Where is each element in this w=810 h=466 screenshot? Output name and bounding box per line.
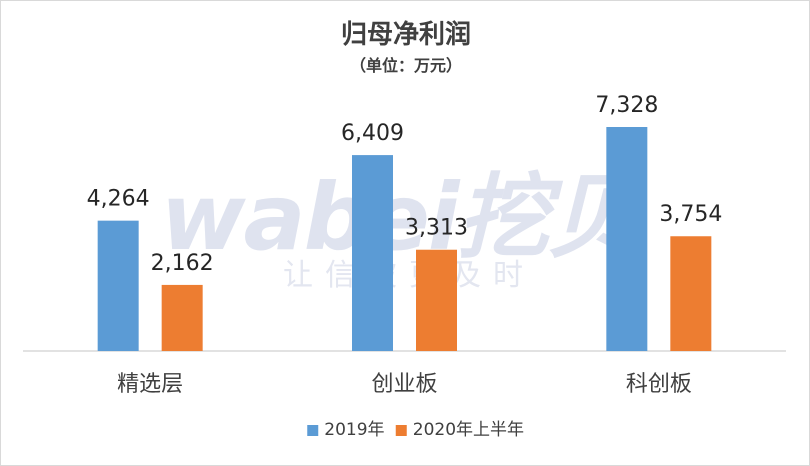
legend: 2019年 2020年上半年 — [307, 420, 524, 440]
bar-精选层-2019年 — [97, 220, 139, 351]
legend-swatch — [395, 425, 407, 436]
data-label: 3,754 — [659, 202, 722, 227]
bar-创业板-2019年 — [352, 155, 393, 351]
bar-精选层-2020年上半年 — [161, 284, 203, 351]
data-label: 4,264 — [87, 187, 150, 212]
plot-area: 4,264 2,162 精选层 6,409 3,313 创业板 7,328 3,754 科创板 — [23, 93, 786, 397]
legend-label: 2019年 — [324, 420, 384, 440]
data-label: 6,409 — [341, 121, 404, 146]
data-label: 7,328 — [595, 93, 658, 118]
legend-label: 2020年上半年 — [413, 420, 524, 440]
watermark-brand: wabei挖贝 — [161, 164, 645, 271]
data-label: 2,162 — [151, 251, 214, 276]
chart-subtitle: （单位：万元） — [350, 56, 462, 75]
category-label: 科创板 — [626, 372, 692, 397]
bar-科创板-2019年 — [606, 127, 648, 351]
legend-swatch — [307, 425, 319, 436]
category-label: 精选层 — [117, 372, 183, 397]
data-label: 3,313 — [405, 216, 468, 241]
chart-title: 归母净利润 — [341, 19, 471, 50]
category-label: 创业板 — [371, 372, 437, 397]
watermark-tagline: 让信披更及时 — [283, 258, 535, 293]
watermark: wabei挖贝 让信披更及时 — [161, 164, 647, 293]
bar-科创板-2020年上半年 — [670, 236, 712, 351]
bar-创业板-2020年上半年 — [416, 249, 457, 351]
